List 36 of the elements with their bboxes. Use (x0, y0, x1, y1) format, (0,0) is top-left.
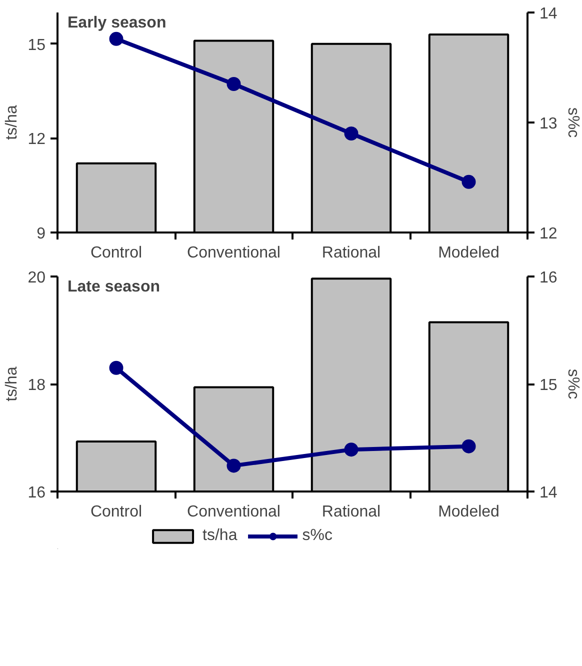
y2-tick-label: 14 (540, 6, 558, 22)
y2-tick-label: 12 (540, 226, 558, 242)
point (462, 439, 476, 454)
y2-tick-label: 15 (540, 377, 558, 394)
legend-label: s%c (302, 527, 332, 545)
y2-tick-label: 16 (540, 270, 558, 286)
y-tick-label: 15 (28, 36, 46, 54)
y-tick-label: 12 (28, 131, 46, 148)
y-tick-label: 20 (28, 270, 46, 286)
chart-title: Late season (68, 278, 160, 296)
y-tick-label: 9 (36, 226, 46, 242)
x-tick-label: Control (90, 244, 142, 262)
point (344, 126, 358, 140)
x-tick-label: Modeled (438, 244, 500, 262)
y2-axis-title: s%c (564, 368, 582, 400)
x-tick-label: Conventional (187, 504, 280, 520)
point (109, 32, 124, 46)
y2-tick-label: 13 (540, 116, 558, 132)
x-tick-label: Rational (322, 244, 381, 262)
y2-axis-title: s%c (564, 107, 582, 138)
y-tick-label: 16 (28, 484, 46, 502)
legend-label: ts/ha (202, 527, 238, 545)
point (344, 442, 358, 457)
y-tick-label: 18 (28, 377, 46, 394)
y2-tick-label: 14 (540, 484, 558, 502)
y-axis-title: ts/ha (4, 366, 21, 402)
x-tick-label: Rational (322, 504, 381, 520)
x-tick-label: Control (90, 504, 142, 520)
point (226, 458, 241, 473)
x-tick-label: Modeled (438, 504, 500, 520)
x-tick-label: Conventional (187, 244, 280, 262)
point (462, 174, 476, 189)
y-axis-title: ts/ha (4, 105, 21, 140)
point (109, 360, 124, 375)
point (226, 77, 241, 91)
chart-title: Early season (68, 14, 166, 32)
